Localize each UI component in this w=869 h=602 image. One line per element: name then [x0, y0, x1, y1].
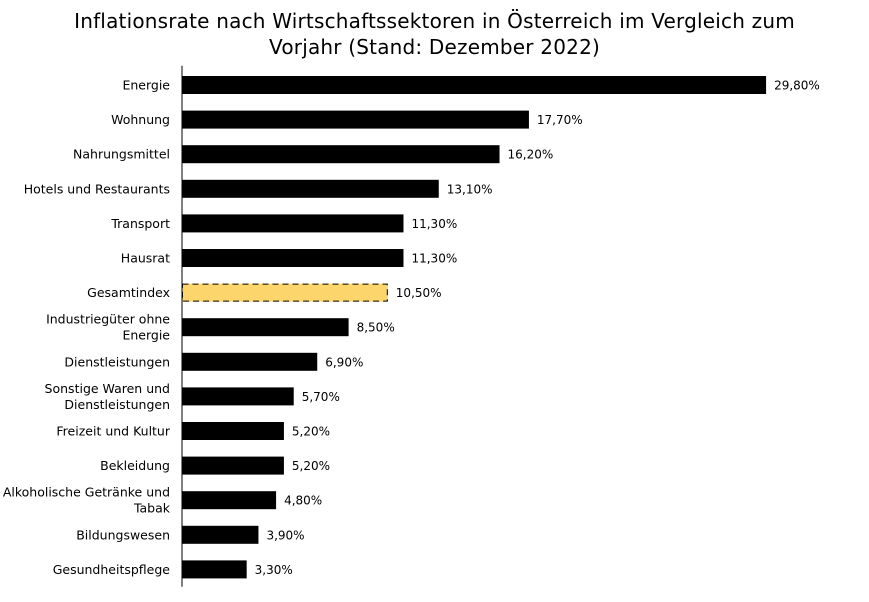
- category-label-12-line-1: Tabak: [133, 501, 171, 516]
- bar-14: [182, 560, 247, 579]
- bar-5: [182, 249, 404, 267]
- category-label-13: Bildungswesen: [76, 527, 170, 542]
- bar-13: [182, 525, 259, 544]
- category-label-1: Wohnung: [111, 112, 170, 127]
- value-label-3: 13,10%: [447, 182, 493, 196]
- value-label-13: 3,90%: [266, 528, 304, 542]
- category-label-5: Hausrat: [121, 251, 170, 266]
- bar-8: [182, 352, 318, 371]
- bar-0: [182, 76, 767, 94]
- category-label-11: Bekleidung: [100, 458, 170, 473]
- bar-12: [182, 491, 277, 510]
- category-label-14: Gesundheitspflege: [53, 562, 171, 577]
- bar-1: [182, 110, 529, 129]
- value-label-7: 8,50%: [357, 321, 395, 335]
- value-label-11: 5,20%: [292, 459, 330, 473]
- bar-9: [182, 387, 294, 406]
- category-label-7-line-1: Energie: [122, 328, 170, 343]
- category-label-6: Gesamtindex: [87, 285, 170, 300]
- bar-11: [182, 456, 284, 475]
- value-label-6: 10,50%: [396, 286, 442, 300]
- bar-7: [182, 318, 349, 337]
- bar-4: [182, 214, 404, 233]
- value-label-12: 4,80%: [284, 494, 322, 508]
- chart-title-line-2: Vorjahr (Stand: Dezember 2022): [269, 35, 600, 59]
- category-label-2: Nahrungsmittel: [73, 147, 170, 162]
- bar-3: [182, 179, 439, 198]
- category-label-9-line-1: Dienstleistungen: [64, 397, 170, 412]
- value-label-14: 3,30%: [255, 563, 293, 577]
- category-label-12-line-0: Alkoholische Getränke und: [3, 485, 170, 500]
- category-label-8: Dienstleistungen: [64, 354, 170, 369]
- category-label-3: Hotels und Restaurants: [24, 181, 170, 196]
- value-label-8: 6,90%: [325, 355, 363, 369]
- bar-2: [182, 145, 500, 164]
- value-label-1: 17,70%: [537, 113, 583, 127]
- value-label-4: 11,30%: [411, 217, 457, 231]
- category-label-4: Transport: [110, 216, 170, 231]
- value-label-0: 29,80%: [774, 79, 820, 93]
- value-label-5: 11,30%: [411, 252, 457, 266]
- value-label-2: 16,20%: [508, 148, 554, 162]
- category-label-0: Energie: [122, 78, 170, 93]
- bar-6: [182, 283, 388, 302]
- value-label-9: 5,70%: [302, 390, 340, 404]
- category-label-7-line-0: Industriegüter ohne: [46, 312, 170, 327]
- category-label-9-line-0: Sonstige Waren und: [45, 381, 170, 396]
- chart-title: Inflationsrate nach Wirtschaftssektoren …: [0, 8, 869, 60]
- category-label-10: Freizeit und Kultur: [56, 424, 170, 439]
- chart-title-line-1: Inflationsrate nach Wirtschaftssektoren …: [74, 9, 795, 33]
- bar-10: [182, 422, 284, 440]
- value-label-10: 5,20%: [292, 425, 330, 439]
